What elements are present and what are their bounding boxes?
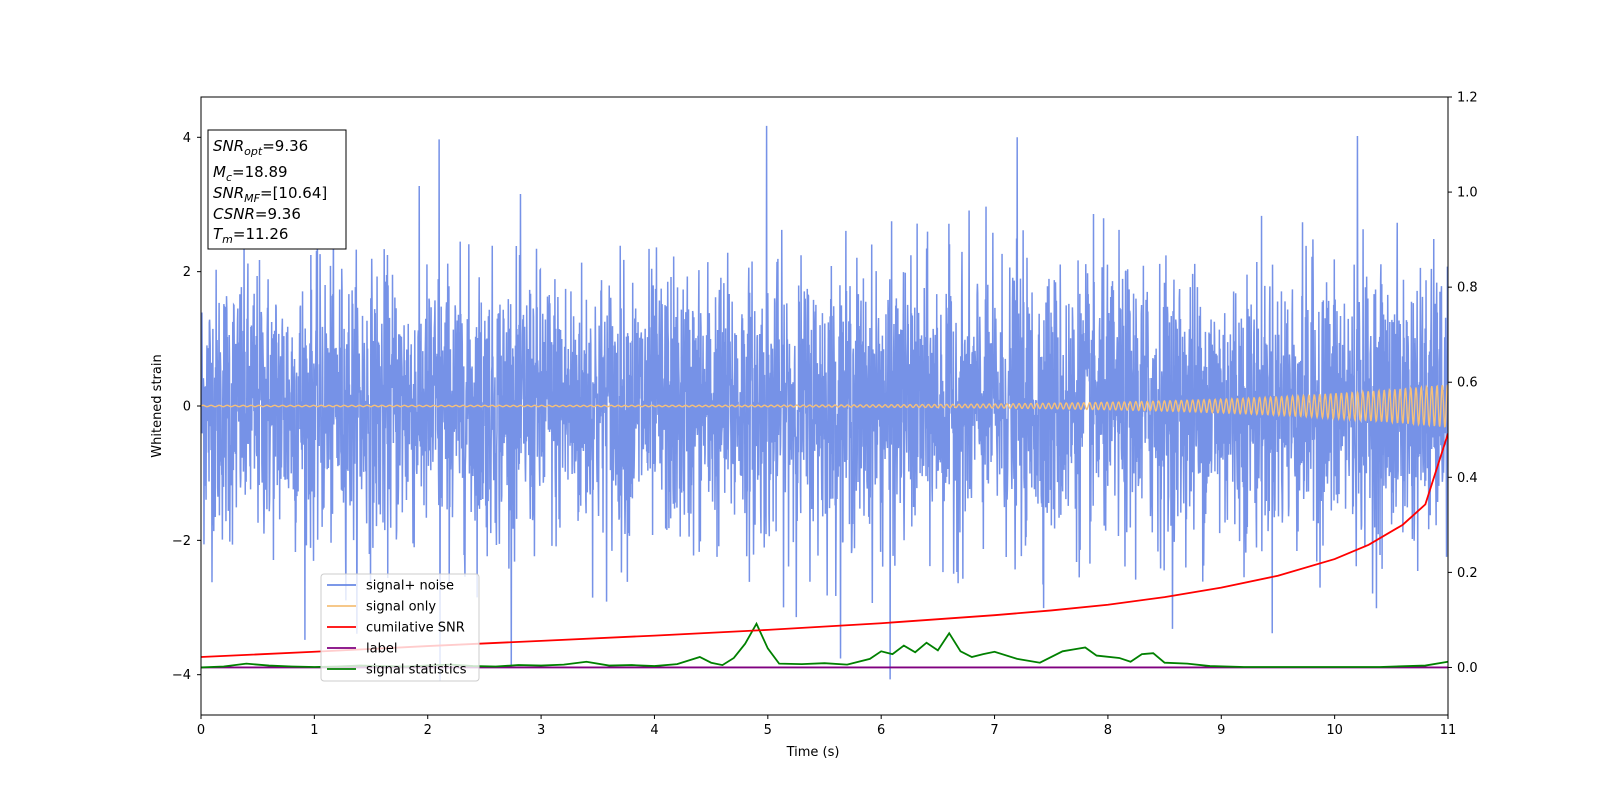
annotation-subscript: MF — [244, 192, 260, 205]
y-right-tick-label: 0.6 — [1457, 376, 1478, 391]
y-right-tick-label: 0.8 — [1457, 281, 1478, 296]
y-right-tick-label: 0.2 — [1457, 566, 1478, 581]
legend-entry-label: signal statistics — [366, 663, 467, 678]
x-tick-label: 6 — [877, 723, 885, 738]
x-tick-label: 2 — [424, 723, 432, 738]
series-signal-only-line — [201, 384, 1448, 428]
annotation-value: =9.36 — [262, 137, 308, 155]
annotation-line: CSNR=9.36 — [213, 205, 301, 223]
annotation-line: Mc=18.89 — [213, 163, 288, 184]
y-right-tick-label: 0.0 — [1457, 661, 1478, 676]
x-tick-label: 9 — [1217, 723, 1225, 738]
x-axis-label: Time (s) — [786, 745, 840, 760]
axis-ticks: 0 1 2 3 4 5 6 7 8 9 10 11 −4 −2 0 2 4 0.0 0.2 0.4 0.6 0.8 1.0 1… — [172, 91, 1478, 739]
annotation-symbol: SNR — [213, 137, 244, 155]
y-axis-label: Whitened strain — [150, 354, 165, 457]
y-right-tick-label: 0.4 — [1457, 471, 1478, 486]
annotation-subscript: c — [226, 171, 232, 184]
annotation-box: SNRopt=9.36Mc=18.89SNRMF=[10.64]CSNR=9.3… — [207, 129, 347, 250]
annotation-value: =[10.64] — [260, 184, 327, 202]
y-left-tick-label: 0 — [183, 400, 191, 415]
y-left-tick-label: 4 — [183, 131, 191, 146]
legend-entry-label: label — [366, 642, 397, 657]
annotation-value: =11.26 — [233, 225, 289, 243]
annotation-symbol: M — [213, 163, 226, 181]
series-cumulative-snr-line — [201, 433, 1448, 658]
annotation-subscript: opt — [244, 145, 263, 158]
annotation-frame — [207, 129, 347, 250]
y-left-tick-label: −2 — [172, 534, 191, 549]
x-tick-label: 5 — [764, 723, 772, 738]
annotation-line: Tm=11.26 — [213, 225, 288, 246]
legend-entry-label: cumilative SNR — [366, 621, 465, 636]
x-tick-label: 1 — [310, 723, 318, 738]
annotation-symbol: SNR — [213, 184, 244, 202]
legend-entry-label: signal only — [366, 600, 436, 615]
x-tick-label: 7 — [990, 723, 998, 738]
y-left-tick-label: 2 — [183, 265, 191, 280]
series-signal-noise-line — [201, 125, 1448, 682]
annotation-symbol: CSNR — [213, 205, 255, 223]
y-left-tick-label: −4 — [172, 668, 191, 683]
y-right-tick-label: 1.2 — [1457, 91, 1478, 106]
legend: signal+ noise signal only cumilative SNR la… — [320, 573, 480, 682]
legend-entry-label: signal+ noise — [366, 579, 454, 594]
annotation-line: SNRMF=[10.64] — [213, 184, 327, 205]
annotation-value: =18.89 — [232, 163, 288, 181]
x-tick-label: 11 — [1440, 723, 1457, 738]
x-tick-label: 10 — [1326, 723, 1343, 738]
x-tick-label: 0 — [197, 723, 205, 738]
annotation-value: =9.36 — [255, 205, 301, 223]
annotation-symbol: T — [213, 225, 224, 243]
annotation-subscript: m — [222, 233, 233, 246]
x-tick-label: 8 — [1104, 723, 1112, 738]
x-tick-label: 4 — [650, 723, 658, 738]
annotation-line: SNRopt=9.36 — [213, 137, 308, 158]
y-right-tick-label: 1.0 — [1457, 186, 1478, 201]
legend-frame — [320, 573, 480, 682]
x-tick-label: 3 — [537, 723, 545, 738]
